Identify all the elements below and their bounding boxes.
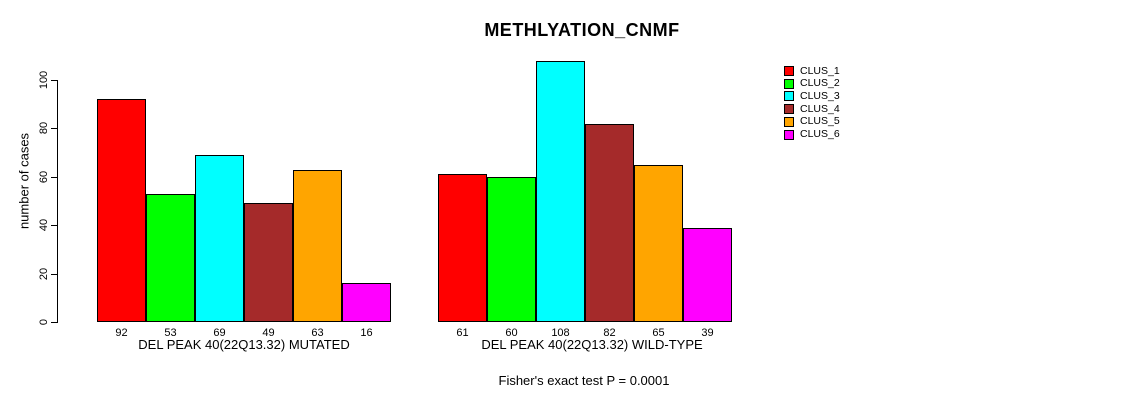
y-tick <box>51 176 58 178</box>
group-label-2: DEL PEAK 40(22Q13.32) WILD-TYPE <box>481 337 703 352</box>
legend-label-clus_5: CLUS_5 <box>800 115 840 128</box>
legend-swatch-clus_1 <box>784 66 794 76</box>
bar-clus_1-group2 <box>438 174 487 322</box>
bar-clus_4-group2 <box>585 123 634 322</box>
bar-clus_1-group1 <box>97 99 146 322</box>
bar-value-label: 92 <box>115 327 128 339</box>
chart-title: METHLYATION_CNMF <box>484 20 680 40</box>
bar-value-label: 61 <box>456 327 469 339</box>
bar-value-label: 53 <box>164 327 177 339</box>
bar-clus_4-group1 <box>244 203 293 322</box>
legend-label-clus_3: CLUS_3 <box>800 89 840 102</box>
y-tick <box>51 128 58 130</box>
legend-label-clus_1: CLUS_1 <box>800 64 840 77</box>
y-tick <box>51 225 58 227</box>
y-tick-label: 80 <box>38 122 50 135</box>
legend-label-clus_4: CLUS_4 <box>800 102 840 115</box>
legend-swatch-clus_2 <box>784 78 794 89</box>
fisher-test-annotation: Fisher's exact test P = 0.0001 <box>498 373 670 388</box>
bar-clus_3-group1 <box>195 155 244 322</box>
y-tick-label: 20 <box>38 267 50 280</box>
legend-label-clus_2: CLUS_2 <box>800 77 840 90</box>
bar-value-label: 82 <box>603 327 616 339</box>
bar-clus_5-group1 <box>293 169 342 322</box>
legend-swatch-clus_6 <box>784 129 794 140</box>
y-tick <box>51 322 58 323</box>
bar-value-label: 39 <box>701 327 714 339</box>
legend-label-clus_6: CLUS_6 <box>800 128 840 140</box>
y-tick <box>51 273 58 275</box>
legend-swatch-clus_4 <box>784 104 794 115</box>
bar-clus_2-group1 <box>146 193 195 322</box>
bar-value-label: 49 <box>262 327 275 339</box>
y-tick-label: 100 <box>38 70 50 90</box>
bar-clus_2-group2 <box>487 176 536 322</box>
legend-swatch-clus_5 <box>784 116 794 127</box>
bar-value-label: 65 <box>652 327 665 339</box>
y-tick-label: 0 <box>38 318 50 326</box>
bar-clus_6-group2 <box>683 227 732 322</box>
bar-value-label: 63 <box>311 327 324 339</box>
bar-clus_5-group2 <box>634 164 683 322</box>
bar-value-label: 108 <box>551 327 570 339</box>
y-tick-label: 60 <box>38 170 50 183</box>
bar-value-label: 16 <box>360 327 373 339</box>
bar-value-label: 69 <box>213 327 226 339</box>
legend-swatch-clus_3 <box>784 91 794 102</box>
bar-value-label: 60 <box>505 327 518 339</box>
y-tick <box>51 80 58 81</box>
y-axis-line <box>57 80 58 323</box>
y-axis-label: number of cases <box>16 132 32 230</box>
y-tick-label: 40 <box>38 219 50 232</box>
bar-clus_6-group1 <box>342 283 391 322</box>
bar-clus_3-group2 <box>536 60 585 322</box>
group-label-1: DEL PEAK 40(22Q13.32) MUTATED <box>138 337 350 352</box>
